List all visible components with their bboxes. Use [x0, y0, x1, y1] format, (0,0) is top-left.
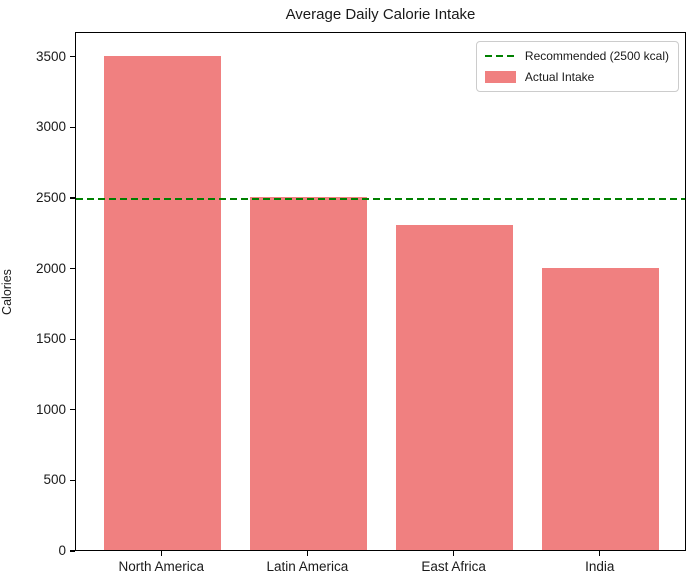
recommended-reference-line: [76, 197, 685, 200]
y-tick-label: 3000: [35, 119, 66, 135]
y-tick-mark: [70, 479, 75, 481]
y-tick-mark: [70, 126, 75, 128]
y-tick-mark: [70, 409, 75, 411]
y-tick-label: 2000: [35, 260, 66, 276]
y-tick-mark: [70, 56, 75, 58]
plot-area: Recommended (2500 kcal) Actual Intake: [75, 32, 686, 551]
x-tick-mark: [306, 551, 308, 556]
x-tick-label: East Africa: [421, 559, 486, 574]
legend-label: Actual Intake: [524, 70, 595, 84]
y-axis-label: Calories: [0, 269, 14, 315]
y-tick-label: 0: [58, 543, 66, 558]
y-tick-mark: [70, 197, 75, 199]
x-tick-label: North America: [118, 559, 204, 574]
x-tick-label: Latin America: [266, 559, 349, 574]
y-tick-mark: [70, 338, 75, 340]
y-tick-label: 500: [43, 472, 66, 488]
chart-title: Average Daily Calorie Intake: [285, 6, 476, 23]
bar-india: [542, 267, 660, 550]
legend: Recommended (2500 kcal) Actual Intake: [475, 41, 679, 92]
legend-item-recommended: Recommended (2500 kcal): [484, 49, 669, 63]
y-tick-mark: [70, 267, 75, 270]
y-tick-label: 2500: [35, 189, 66, 205]
y-tick-label: 1500: [35, 331, 66, 347]
x-tick-mark: [160, 551, 162, 556]
bar-north-america: [103, 55, 221, 550]
bar-east-africa: [396, 225, 514, 550]
legend-label: Recommended (2500 kcal): [524, 49, 669, 63]
x-tick-mark: [599, 551, 601, 556]
y-tick-label: 3500: [35, 48, 66, 64]
x-tick-mark: [452, 551, 455, 556]
x-tick-label: India: [585, 559, 615, 574]
bar-latin-america: [249, 196, 367, 550]
bar-legend-swatch: [484, 71, 516, 83]
legend-item-actual: Actual Intake: [484, 70, 669, 84]
dashed-line-legend-swatch: [484, 55, 516, 57]
y-tick-mark: [70, 550, 75, 552]
y-tick-label: 1000: [35, 401, 66, 417]
